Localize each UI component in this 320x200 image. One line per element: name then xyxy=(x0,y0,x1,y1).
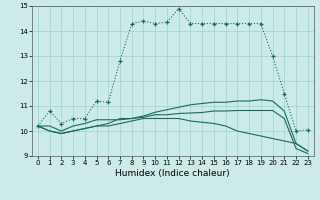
X-axis label: Humidex (Indice chaleur): Humidex (Indice chaleur) xyxy=(116,169,230,178)
